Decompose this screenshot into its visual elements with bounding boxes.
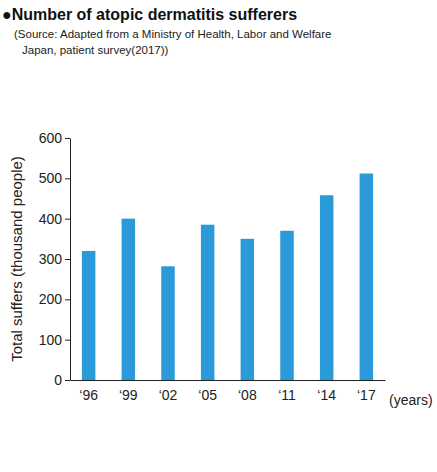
x-tick: ‘17 <box>357 380 376 403</box>
bar <box>161 266 174 380</box>
y-tick-label: 200 <box>39 291 63 307</box>
y-tick-mark <box>65 340 70 341</box>
y-tick-mark <box>65 219 70 220</box>
x-tick: ‘14 <box>317 380 336 403</box>
x-tick-label: ‘05 <box>198 387 217 403</box>
x-axis-line <box>71 380 386 381</box>
y-tick-mark <box>65 178 70 179</box>
subtitle: Japan, patient survey(2017)) <box>22 44 169 56</box>
y-axis-title: Total suffers (thousand people) <box>8 156 25 362</box>
x-tick: ‘11 <box>278 380 296 403</box>
bars <box>82 173 373 380</box>
title: ●Number of atopic dermatitis sufferers <box>2 6 297 23</box>
x-axis-title: (years) <box>389 392 433 408</box>
y-tick-mark <box>65 138 70 139</box>
y-tick-label: 0 <box>54 372 62 388</box>
bar <box>82 251 95 380</box>
y-axis-line <box>70 139 71 381</box>
x-tick: ‘99 <box>119 380 138 403</box>
y-tick-mark <box>65 299 70 300</box>
bar <box>280 231 293 380</box>
y-tick: 0 <box>54 372 70 388</box>
bar <box>201 225 214 380</box>
y-tick-label: 600 <box>39 130 63 146</box>
y-axis: 0 100 200 300 400 500 600 <box>39 130 71 388</box>
y-tick-label: 400 <box>39 211 63 227</box>
x-tick-label: ‘08 <box>238 387 257 403</box>
bar <box>360 173 373 380</box>
x-tick: ‘02 <box>159 380 178 403</box>
y-tick: 500 <box>39 170 70 186</box>
bar <box>241 239 254 380</box>
y-tick: 200 <box>39 291 70 307</box>
subtitle: (Source: Adapted from a Ministry of Heal… <box>14 28 331 40</box>
x-tick-label: ‘96 <box>79 387 98 403</box>
x-tick-label: ‘14 <box>317 387 336 403</box>
x-axis: ‘96 ‘99 ‘02 ‘05 ‘08 ‘11 ‘14 ‘17 <box>71 380 386 403</box>
x-tick: ‘96 <box>79 380 98 403</box>
x-tick-label: ‘17 <box>357 387 376 403</box>
x-tick-label: ‘02 <box>159 387 178 403</box>
y-tick: 300 <box>39 251 70 267</box>
y-tick-label: 300 <box>39 251 63 267</box>
bar <box>122 219 135 380</box>
chart: ●Number of atopic dermatitis sufferers (S… <box>0 0 437 472</box>
y-tick-mark <box>65 380 70 381</box>
x-tick: ‘05 <box>198 380 217 403</box>
x-tick: ‘08 <box>238 380 257 403</box>
y-tick-label: 500 <box>39 170 63 186</box>
x-tick-label: ‘11 <box>278 387 296 403</box>
y-tick: 100 <box>39 332 70 348</box>
y-tick: 600 <box>39 130 70 146</box>
y-tick: 400 <box>39 211 70 227</box>
x-tick-label: ‘99 <box>119 387 138 403</box>
bar <box>320 195 333 380</box>
y-tick-label: 100 <box>39 332 63 348</box>
y-tick-mark <box>65 259 70 260</box>
